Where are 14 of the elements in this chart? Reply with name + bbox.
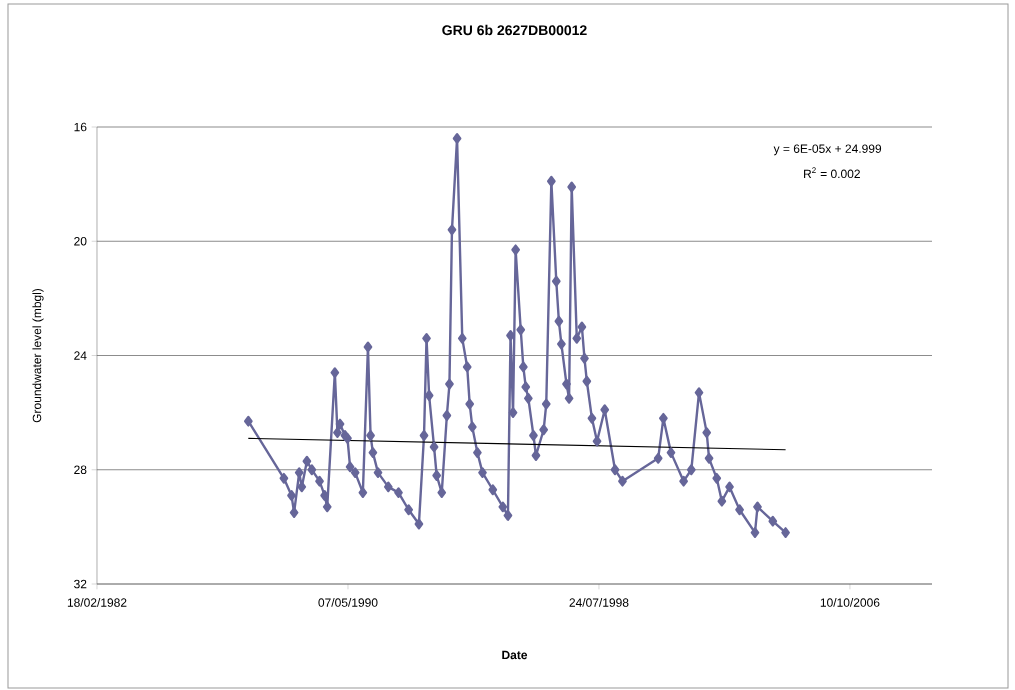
annotation: R$^{2}$ = 0.002	[804, 167, 860, 179]
x-axis-title: Date	[502, 650, 528, 660]
x-tick-label: 18/02/1982	[67, 598, 127, 607]
y-tick-label: 24	[74, 351, 87, 360]
y-axis-title: Groundwater level (mbgl)	[32, 288, 44, 423]
y-tick-label: 16	[74, 122, 87, 132]
y-tick-label: 20	[74, 237, 87, 246]
y-tick-label: 28	[74, 465, 87, 475]
x-tick-label: 24/07/1998	[569, 598, 629, 607]
x-tick-label: 07/05/1990	[318, 598, 378, 607]
annotation: y = 6E-05x + 24.999	[773, 144, 882, 156]
x-tick-label: 10/10/2006	[820, 598, 880, 607]
y-tick-label: 32	[74, 579, 87, 589]
chart-title: GRU 6b 2627DB00012	[442, 24, 587, 36]
